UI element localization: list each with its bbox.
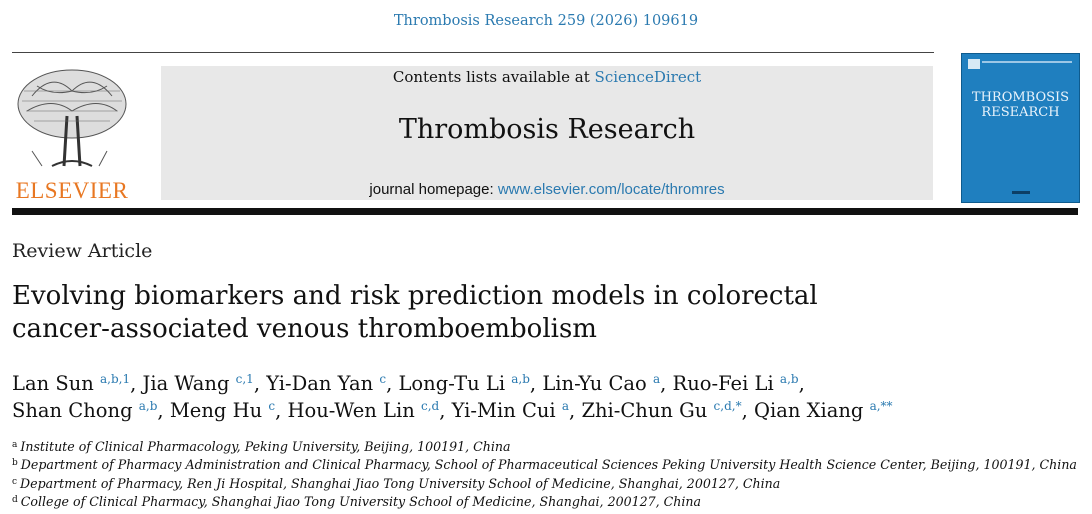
author-affiliation-marker[interactable]: a,** xyxy=(869,399,893,413)
affiliation-key: b xyxy=(12,458,18,469)
homepage-link[interactable]: www.elsevier.com/locate/thromres xyxy=(497,181,725,198)
author-name[interactable]: Hou-Wen Lin xyxy=(287,399,415,422)
journal-banner xyxy=(161,66,933,200)
author-separator: , xyxy=(660,372,673,395)
author-separator: , xyxy=(439,399,452,422)
article-type: Review Article xyxy=(12,240,153,262)
article-title: Evolving biomarkers and risk prediction … xyxy=(12,280,912,346)
author-affiliation-marker[interactable]: a xyxy=(561,399,570,413)
affiliation-list: a Institute of Clinical Pharmacology, Pek… xyxy=(12,437,1082,511)
author-affiliation-marker[interactable]: a,b xyxy=(138,399,158,413)
author-affiliation-marker[interactable]: a,b xyxy=(511,372,530,386)
author-affiliation-marker[interactable]: c,d,* xyxy=(713,399,742,413)
author-affiliation-marker[interactable]: c xyxy=(379,372,387,386)
author-name[interactable]: Ruo-Fei Li xyxy=(672,372,774,395)
header-thick-rule xyxy=(12,208,1078,215)
author-name[interactable]: Qian Xiang xyxy=(753,399,864,422)
author-name[interactable]: Lin-Yu Cao xyxy=(542,372,647,395)
cover-bottom-mark xyxy=(1012,191,1030,194)
author-separator: , xyxy=(386,372,399,395)
affiliation-text: College of Clinical Pharmacy, Shanghai J… xyxy=(20,494,702,510)
publisher-wordmark: ELSEVIER xyxy=(15,178,129,203)
author-separator: , xyxy=(253,372,267,395)
cover-logo-icon xyxy=(968,59,980,69)
elsevier-tree-icon xyxy=(17,69,127,167)
homepage-prefix: journal homepage: xyxy=(369,181,498,198)
sciencedirect-link[interactable]: ScienceDirect xyxy=(594,68,702,86)
author-name[interactable]: Zhi-Chun Gu xyxy=(581,399,708,422)
article-title-line2: cancer-associated venous thromboembolism xyxy=(12,314,597,344)
author-separator: , xyxy=(741,399,754,422)
author-line-2: Shan Chong a,b, Meng Hu c, Hou-Wen Lin c… xyxy=(12,397,1082,424)
author-separator: , xyxy=(529,372,543,395)
author-separator: , xyxy=(275,399,288,422)
author-name[interactable]: Shan Chong xyxy=(12,399,133,422)
affiliation-item: b Department of Pharmacy Administration a… xyxy=(12,455,1082,473)
author-affiliation-marker[interactable]: c,d xyxy=(421,399,440,413)
author-separator: , xyxy=(798,372,805,395)
author-separator: , xyxy=(157,399,170,422)
author-line-1: Lan Sun a,b,1, Jia Wang c,1, Yi-Dan Yan … xyxy=(12,370,1082,397)
affiliation-key: a xyxy=(12,440,18,450)
journal-cover[interactable]: THROMBOSIS RESEARCH xyxy=(961,53,1080,203)
cover-top-strip xyxy=(982,61,1072,63)
header-divider xyxy=(12,52,934,53)
journal-homepage: journal homepage: www.elsevier.com/locat… xyxy=(161,181,933,198)
affiliation-text: Institute of Clinical Pharmacology, Peki… xyxy=(20,439,511,454)
author-name[interactable]: Lan Sun xyxy=(12,372,94,395)
author-affiliation-marker[interactable]: a xyxy=(652,372,661,386)
cover-title-line1: THROMBOSIS xyxy=(971,90,1070,105)
journal-citation-link[interactable]: Thrombosis Research 259 (2026) 109619 xyxy=(393,13,699,29)
affiliation-key: c xyxy=(12,476,18,487)
affiliation-text: Department of Pharmacy, Ren Ji Hospital,… xyxy=(20,475,781,491)
affiliation-item: a Institute of Clinical Pharmacology, Pek… xyxy=(12,437,1082,455)
elsevier-logo[interactable]: ELSEVIER xyxy=(12,66,132,203)
affiliation-key: d xyxy=(12,495,18,506)
article-title-line1: Evolving biomarkers and risk prediction … xyxy=(12,281,818,311)
cover-title: THROMBOSIS RESEARCH xyxy=(962,90,1079,120)
author-affiliation-marker[interactable]: c xyxy=(268,399,276,413)
contents-prefix: Contents lists available at xyxy=(392,68,595,86)
author-separator: , xyxy=(130,372,143,395)
cover-title-line2: RESEARCH xyxy=(981,105,1060,120)
journal-title: Thrombosis Research xyxy=(398,114,696,145)
affiliation-text: Department of Pharmacy Administration an… xyxy=(20,457,1077,473)
affiliation-item: d College of Clinical Pharmacy, Shanghai … xyxy=(12,492,1082,510)
author-affiliation-marker[interactable]: a,b xyxy=(779,372,799,386)
affiliation-item: c Department of Pharmacy, Ren Ji Hospital… xyxy=(12,474,1082,492)
contents-available: Contents lists available at ScienceDirec… xyxy=(161,68,933,86)
author-separator: , xyxy=(569,399,582,422)
author-name[interactable]: Yi-Min Cui xyxy=(451,399,556,422)
author-affiliation-marker[interactable]: a,b,1 xyxy=(100,372,131,386)
author-list: Lan Sun a,b,1, Jia Wang c,1, Yi-Dan Yan … xyxy=(12,370,1082,424)
author-name[interactable]: Meng Hu xyxy=(169,399,263,422)
author-name[interactable]: Yi-Dan Yan xyxy=(266,372,374,395)
author-affiliation-marker[interactable]: c,1 xyxy=(235,372,254,386)
author-name[interactable]: Jia Wang xyxy=(142,372,230,395)
author-name[interactable]: Long-Tu Li xyxy=(398,372,506,395)
